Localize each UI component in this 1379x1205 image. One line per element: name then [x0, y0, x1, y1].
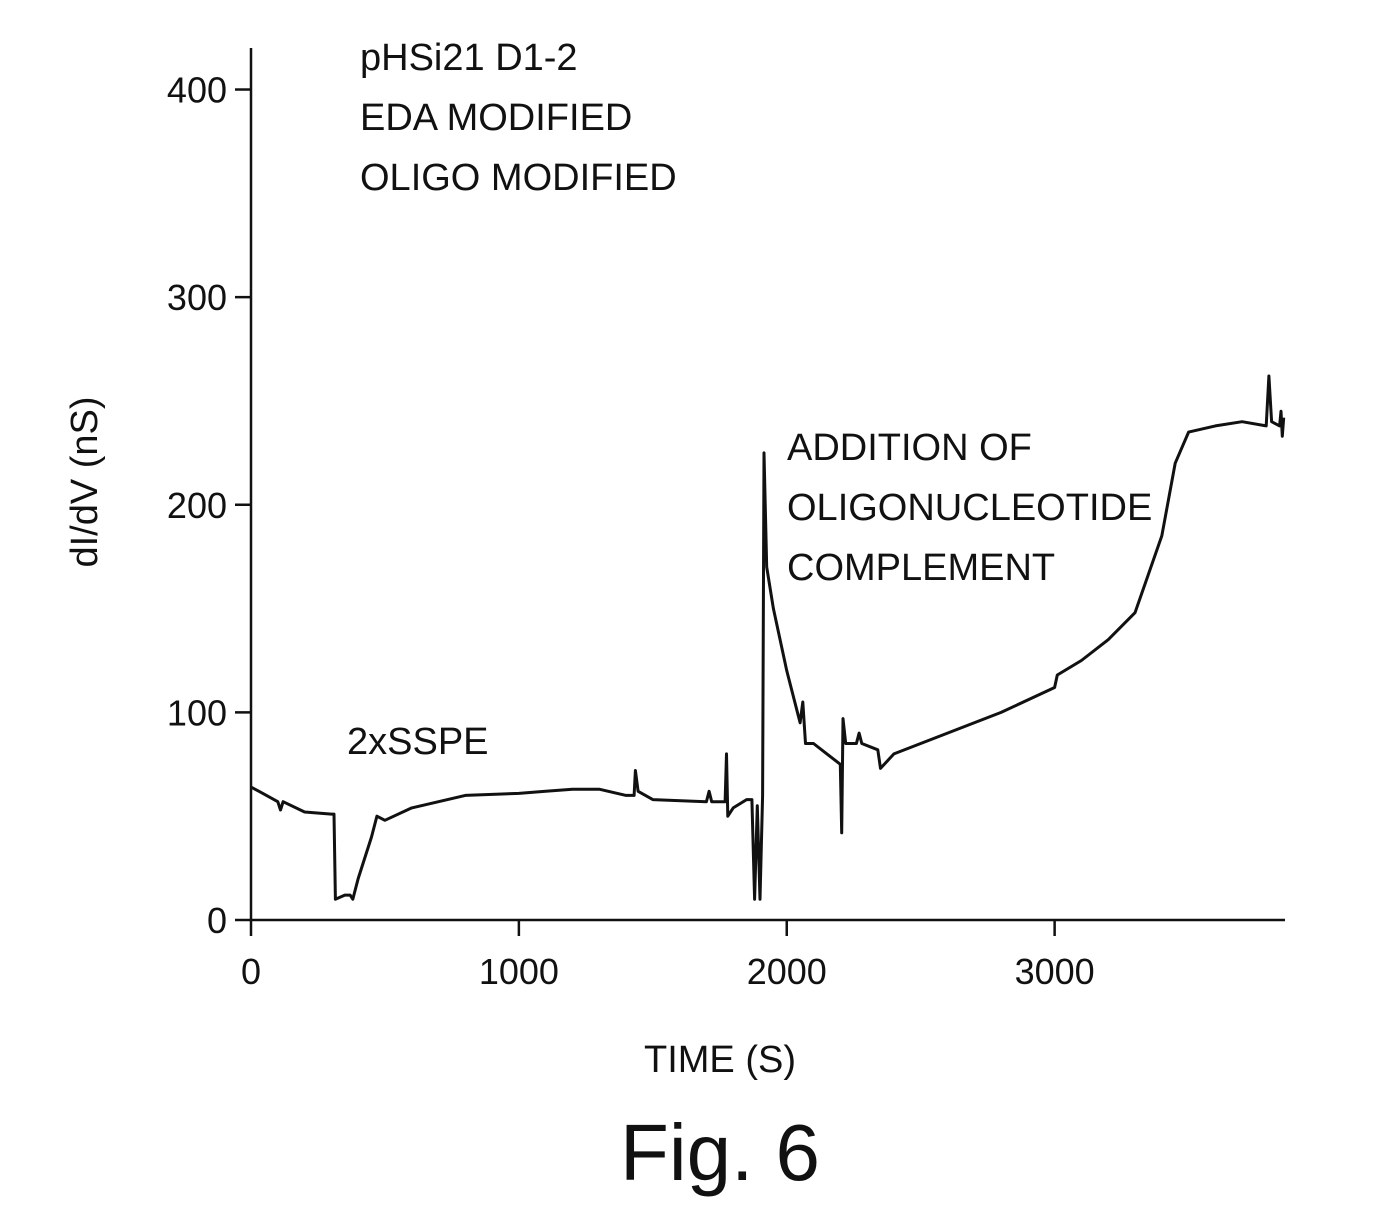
data-line — [250, 374, 1286, 901]
y-tick-label: 0 — [207, 900, 227, 941]
y-tick-label: 300 — [167, 277, 227, 318]
annotation: 2xSSPE — [347, 721, 489, 763]
annotation: OLIGO MODIFIED — [360, 157, 677, 199]
y-tick-label: 100 — [167, 692, 227, 733]
y-tick-label: 200 — [167, 485, 227, 526]
annotation: pHSi21 D1-2 — [360, 37, 578, 79]
x-tick-label: 0 — [241, 951, 261, 992]
caption: Fig. 6 — [620, 1108, 820, 1197]
annotation: EDA MODIFIED — [360, 97, 632, 139]
x-tick-label: 1000 — [479, 951, 559, 992]
annotation: COMPLEMENT — [787, 547, 1055, 589]
x-axis-label: TIME (S) — [644, 1039, 796, 1081]
y-tick-label: 400 — [167, 70, 227, 111]
annotation: OLIGONUCLEOTIDE — [787, 487, 1152, 529]
x-tick-label: 3000 — [1015, 951, 1095, 992]
x-tick-label: 2000 — [747, 951, 827, 992]
y-axis-label: dI/dV (nS) — [64, 396, 106, 567]
annotation: ADDITION OF — [787, 427, 1032, 469]
